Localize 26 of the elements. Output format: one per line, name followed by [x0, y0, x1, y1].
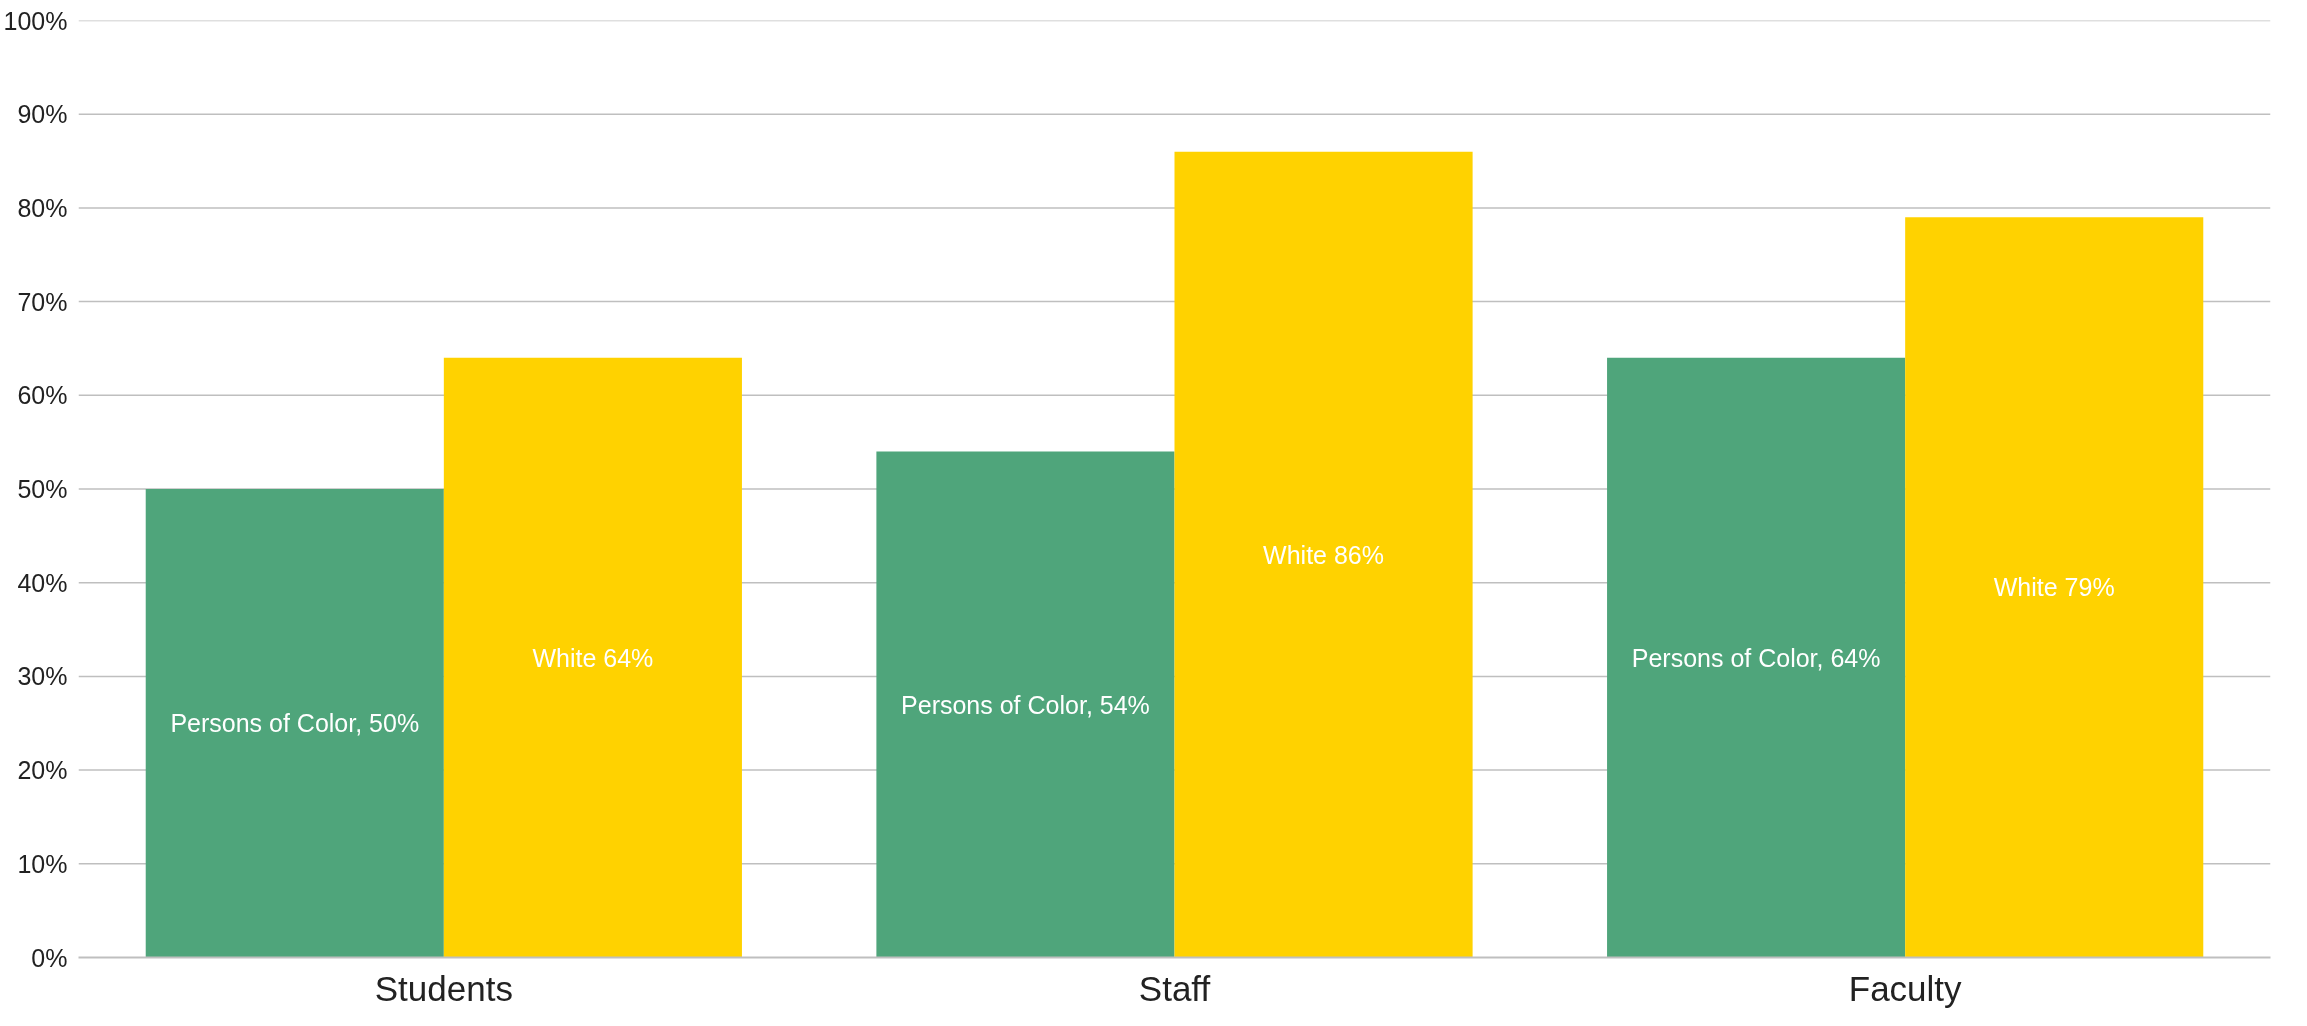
bar [876, 451, 1175, 958]
y-tick-label: 50% [17, 475, 68, 503]
y-tick-label: 100% [3, 6, 68, 35]
y-tick-label: 90% [17, 100, 68, 129]
data-label: Persons of Color, 64% [1631, 643, 1881, 672]
data-label: Persons of Color, 54% [901, 690, 1150, 719]
bar [1174, 151, 1473, 958]
bar [145, 489, 444, 958]
x-tick-label: Staff [1138, 968, 1211, 1008]
y-tick-label: 40% [17, 568, 68, 597]
y-tick-label: 60% [17, 381, 68, 410]
data-label: White 86% [1263, 540, 1384, 569]
data-label: Persons of Color, 50% [170, 709, 420, 738]
bar [443, 357, 742, 958]
y-tick-label: 10% [17, 849, 68, 878]
y-tick-label: 80% [17, 193, 68, 222]
data-label: White 79% [1993, 573, 2115, 602]
y-tick-label: 70% [17, 287, 68, 316]
y-tick-label: 0% [31, 943, 68, 972]
bar [1905, 217, 2204, 958]
y-tick-label: 30% [17, 662, 68, 691]
data-label: White 64% [532, 643, 654, 672]
x-tick-label: Students [374, 968, 513, 1008]
bar [1607, 357, 1906, 958]
x-tick-label: Faculty [1848, 968, 1963, 1008]
y-tick-label: 20% [17, 756, 68, 785]
